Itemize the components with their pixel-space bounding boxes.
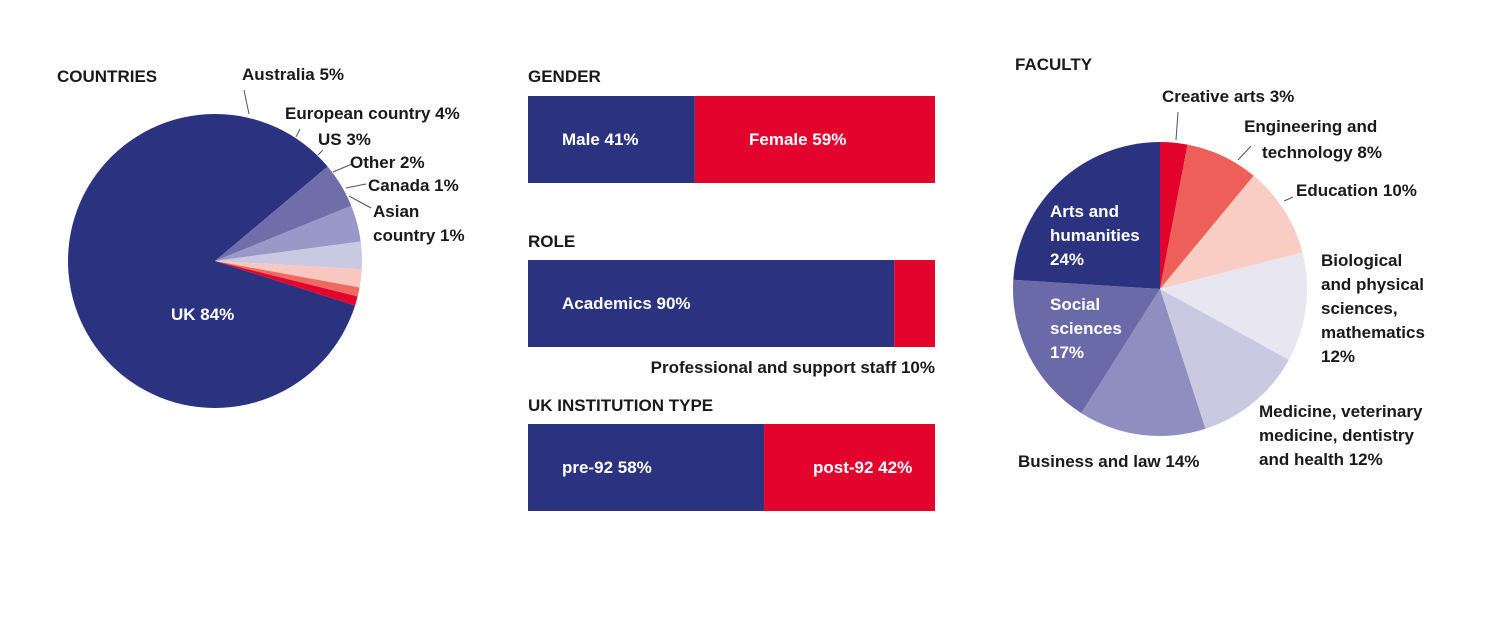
countries-slice-6 [215,261,358,306]
role-chart: ROLE Academics 90% Professional and supp… [528,232,935,377]
countries-chart: COUNTRIES Australia 5% European country … [57,65,465,408]
faculty-slice-1 [1160,144,1254,289]
institution-segment-1 [764,424,935,511]
role-segment-0 [528,260,895,347]
gender-segment-0 [528,96,695,183]
countries-slice-0 [68,113,356,408]
leader-australia [243,89,250,115]
gender-bars [528,96,935,183]
label-female: Female 59% [749,130,846,149]
faculty-slices [1012,142,1308,437]
faculty-slice-0 [1160,142,1188,289]
countries-slices [68,113,362,408]
label-social-sciences: Social sciences 17% [1050,295,1127,362]
label-pre92: pre-92 58% [562,458,652,477]
countries-slice-1 [215,166,352,261]
label-australia: Australia 5% [242,65,344,84]
countries-slice-5 [215,261,360,297]
leader-education [1283,196,1294,202]
leader-canada [345,183,367,189]
label-asian-country: Asian country 1% [373,202,465,245]
faculty-chart: FACULTY Creative arts 3% Engineering and… [1012,55,1430,471]
faculty-title: FACULTY [1015,55,1093,74]
faculty-slice-6 [1012,279,1160,414]
label-post92: post-92 42% [813,458,912,477]
label-other: Other 2% [350,153,425,172]
label-creative-arts: Creative arts 3% [1162,87,1294,106]
faculty-slice-5 [1081,289,1206,437]
label-canada: Canada 1% [368,176,459,195]
label-professional-staff: Professional and support staff 10% [651,358,935,377]
label-academics: Academics 90% [562,294,691,313]
faculty-slice-2 [1160,175,1303,289]
faculty-slice-4 [1160,289,1289,429]
institution-chart: UK INSTITUTION TYPE pre-92 58% post-92 4… [528,396,935,511]
leader-european [295,128,301,138]
role-segment-1 [894,260,935,347]
institution-title: UK INSTITUTION TYPE [528,396,713,415]
faculty-slice-7 [1013,142,1160,289]
label-arts-humanities: Arts and humanities 24% [1050,202,1144,269]
label-education: Education 10% [1296,181,1417,200]
leader-engineering [1237,145,1252,161]
institution-bars [528,424,935,511]
label-european-country: European country 4% [285,104,460,123]
countries-slice-3 [215,241,362,270]
label-biological-sciences: Biological and physical sciences, mathem… [1321,251,1430,366]
countries-slice-4 [215,261,362,288]
label-us: US 3% [318,130,371,149]
label-medicine: Medicine, veterinary medicine, dentistry… [1259,402,1427,469]
role-bars [528,260,935,347]
gender-title: GENDER [528,67,601,86]
leader-other [332,163,353,173]
label-engineering: Engineering and technology 8% [1244,117,1382,162]
label-business-law: Business and law 14% [1018,452,1199,471]
leader-us [317,149,324,156]
label-male: Male 41% [562,130,639,149]
leader-creative-arts [1175,111,1179,141]
countries-title: COUNTRIES [57,67,157,86]
gender-segment-1 [694,96,935,183]
label-uk: UK 84% [171,305,234,324]
leader-asian [348,195,372,209]
institution-segment-0 [528,424,765,511]
countries-slice-2 [215,205,361,261]
faculty-slice-3 [1160,252,1308,360]
role-title: ROLE [528,232,575,251]
gender-chart: GENDER Male 41% Female 59% [528,67,935,183]
